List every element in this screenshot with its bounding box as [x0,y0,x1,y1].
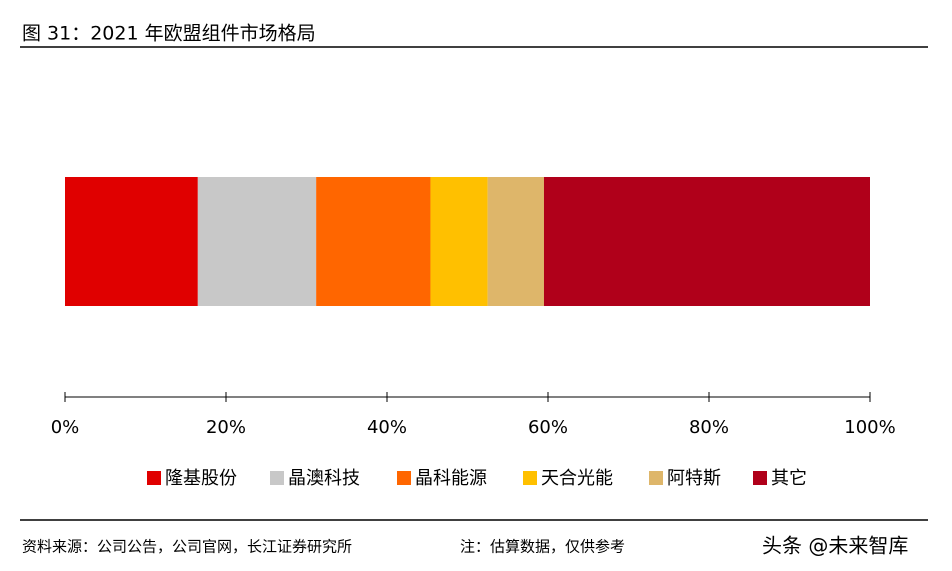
legend-label: 晶科能源 [415,468,487,489]
legend-swatch [649,471,663,485]
note: 注：估算数据，仅供参考 [460,538,625,556]
watermark: 头条 @未来智库 [762,534,908,558]
x-tick-label: 0% [51,417,80,438]
legend-swatch [523,471,537,485]
x-tick-label: 40% [367,417,407,438]
legend-swatch [397,471,411,485]
chart-title: 图 31：2021 年欧盟组件市场格局 [22,23,316,45]
source: 资料来源：公司公告，公司官网，长江证券研究所 [22,538,352,556]
bar-segment [65,177,198,306]
legend-swatch [147,471,161,485]
bar-segment [543,177,870,306]
bar-segment [197,177,317,306]
x-tick-label: 20% [206,417,246,438]
x-tick-label: 60% [528,417,568,438]
bar-segment [487,177,544,306]
legend-label: 天合光能 [541,468,613,489]
x-tick-label: 80% [689,417,729,438]
legend-swatch [753,471,767,485]
legend-label: 其它 [771,468,807,489]
bar-segment [316,177,431,306]
legend-label: 隆基股份 [165,468,237,489]
legend-label: 阿特斯 [667,468,721,489]
legend-label: 晶澳科技 [288,468,360,489]
legend-swatch [270,471,284,485]
x-tick-label: 100% [844,417,895,438]
bar-segment [430,177,488,306]
